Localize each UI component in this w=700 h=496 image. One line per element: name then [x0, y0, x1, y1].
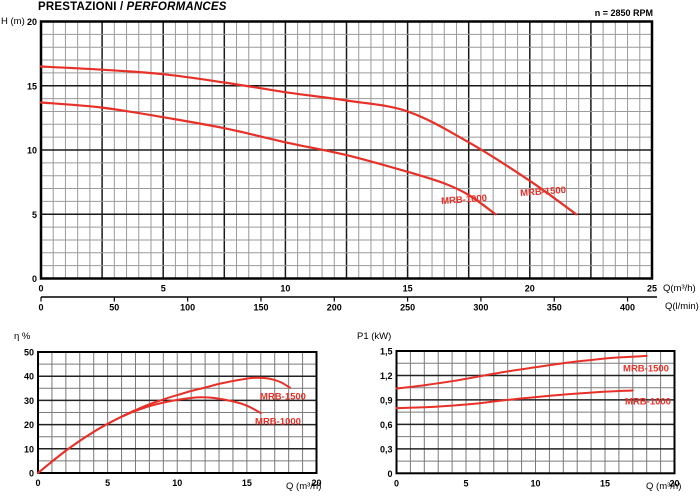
- y-tick-label: 0: [29, 469, 34, 479]
- power-y-axis-unit: P1 (kW): [357, 331, 392, 342]
- head-y-axis-unit: H (m): [1, 16, 25, 27]
- curve-label-mrb-1500: MRB-1500: [260, 392, 306, 403]
- lmin-tick-label: 100: [180, 303, 195, 313]
- y-tick-label: 1,2: [380, 371, 393, 381]
- x-tick-label: 20: [669, 478, 679, 488]
- x-tick-label: 10: [172, 478, 182, 488]
- lmin-tick-label: 400: [620, 303, 635, 313]
- lmin-tick-label: 50: [109, 303, 119, 313]
- power-chart: 0 5 10 15 20 0 0,3 0,6 0,9 1,2 1,5 MRB-1500 MRB-1000: [380, 347, 680, 489]
- plot-frame: [395, 350, 676, 475]
- y-tick-label: 0: [32, 274, 37, 284]
- lmin-tick-label: 0: [38, 303, 43, 313]
- y-tick-label: 0: [387, 469, 392, 479]
- x-tick-label: 10: [530, 478, 540, 488]
- curve-label-mrb-1000: MRB-1000: [255, 417, 301, 428]
- curve-label-mrb-1000: MRB-1000: [441, 193, 488, 207]
- lmin-tick-label: 250: [400, 303, 415, 313]
- y-tick-label: 10: [27, 146, 37, 156]
- x-tick-label: 5: [161, 284, 166, 294]
- plot-frame: [37, 351, 318, 474]
- curve-label-mrb-1000: MRB-1000: [625, 397, 671, 408]
- curve-label-mrb-1500: MRB-1500: [623, 364, 669, 375]
- rpm-note: n = 2850 RPM: [594, 8, 653, 18]
- x-tick-label: 0: [35, 478, 40, 488]
- lmin-tick-label: 350: [547, 303, 562, 313]
- title-italian: PRESTAZIONI /: [38, 1, 124, 13]
- efficiency-chart: 0 5 10 15 20 0 10 20 30 40 50 MRB-1500 MRB-1000: [24, 348, 322, 489]
- plot-frame: [39, 20, 654, 280]
- y-tick-label: 0,6: [380, 420, 393, 430]
- curve-mrb-1500: [39, 65, 578, 216]
- lmin-tick-label: 300: [473, 303, 488, 313]
- x-tick-label: 25: [647, 284, 657, 294]
- y-tick-label: 30: [24, 396, 34, 406]
- x-tick-label: 20: [525, 284, 535, 294]
- x-tick-label: 15: [403, 284, 413, 294]
- y-tick-label: 0,3: [380, 444, 393, 454]
- y-tick-label: 50: [24, 348, 34, 358]
- x-tick-label: 5: [463, 478, 468, 488]
- x-tick-label: 20: [311, 478, 321, 488]
- curve-mrb-1000: [39, 101, 497, 216]
- curve-label-mrb-1500: MRB-1500: [520, 185, 567, 199]
- page-title: PRESTAZIONI / PERFORMANCES: [38, 1, 227, 13]
- head-x2-axis-unit: Q(l/min): [665, 301, 699, 312]
- title-english: PERFORMANCES: [126, 1, 227, 13]
- curve-mrb-1000: [395, 389, 634, 410]
- efficiency-x-axis-unit: Q (m³/h): [286, 481, 322, 492]
- x-tick-label: 5: [105, 478, 110, 488]
- y-tick-label: 20: [27, 17, 37, 27]
- curve-mrb-1000: [37, 396, 262, 474]
- x-tick-label: 0: [38, 284, 43, 294]
- y-tick-label: 0,9: [380, 395, 393, 405]
- lmin-tick-label: 200: [327, 303, 342, 313]
- x-tick-label: 15: [242, 478, 252, 488]
- x-tick-label: 15: [600, 478, 610, 488]
- x-tick-label: 10: [280, 284, 290, 294]
- power-x-axis-unit: Q (m³/h): [646, 481, 682, 492]
- y-tick-label: 20: [24, 420, 34, 430]
- y-tick-label: 15: [27, 81, 37, 91]
- efficiency-y-axis-unit: η %: [14, 331, 31, 342]
- lmin-tick-label: 150: [253, 303, 268, 313]
- x-tick-label: 0: [394, 478, 399, 488]
- y-tick-label: 10: [24, 444, 34, 454]
- y-tick-label: 1,5: [380, 347, 393, 357]
- y-tick-label: 40: [24, 372, 34, 382]
- curve-mrb-1500: [395, 354, 648, 390]
- y-tick-label: 5: [32, 210, 37, 220]
- head-x-axis-unit: Q(m³/h): [663, 283, 696, 294]
